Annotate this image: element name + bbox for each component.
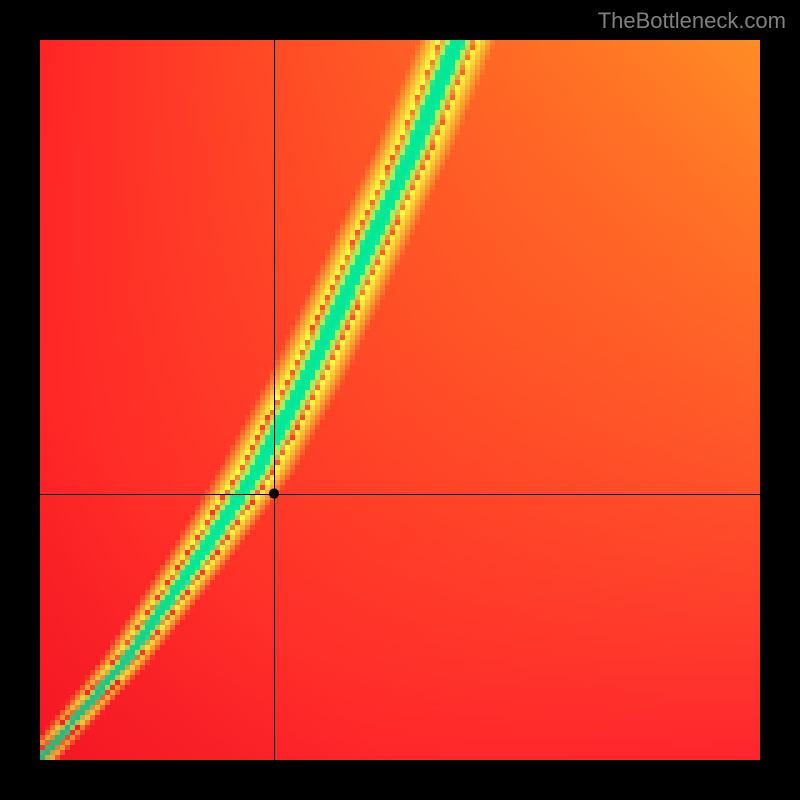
chart-container: TheBottleneck.com: [0, 0, 800, 800]
heatmap-canvas: [40, 40, 760, 760]
heatmap-plot: [40, 40, 760, 760]
watermark-text: TheBottleneck.com: [598, 8, 786, 34]
